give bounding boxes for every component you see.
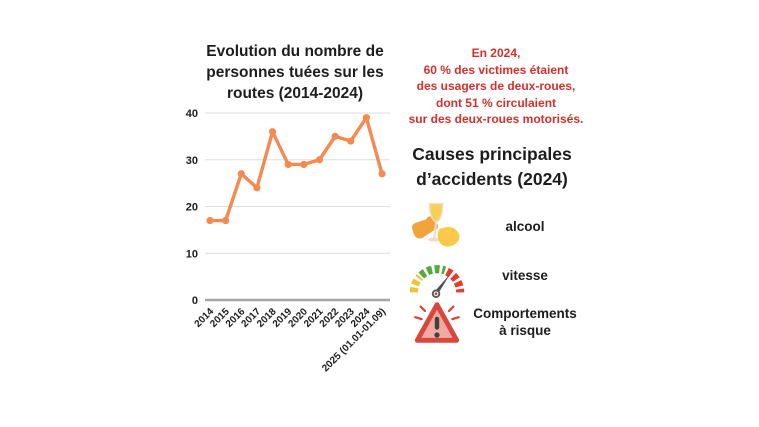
- svg-text:20: 20: [186, 202, 198, 214]
- stats-line: des usagers de deux-roues,: [416, 79, 576, 93]
- svg-text:10: 10: [186, 248, 198, 260]
- cause-row-alcool: alcool: [406, 199, 582, 253]
- stats-line: sur des deux-roues motorisés.: [408, 112, 584, 126]
- warning-triangle-icon: [406, 296, 468, 348]
- line-chart: 0102030402014201520162017201820192020202…: [186, 108, 390, 374]
- stats-line: En 2024,: [471, 46, 521, 60]
- causes-heading: Causes principales d’accidents (2024): [412, 144, 572, 189]
- stats-line: dont 51 % circulaient: [435, 95, 557, 110]
- cause-row-comportements: Comportements à risque: [406, 294, 582, 350]
- cause-label-comportements: Comportements à risque: [473, 306, 577, 338]
- svg-text:40: 40: [186, 108, 198, 120]
- cause-label-alcool: alcool: [505, 218, 545, 234]
- stats-2024-text: En 2024, 60 % des victimes étaient des u…: [388, 45, 604, 128]
- cause-row-vitesse: vitesse: [406, 249, 582, 301]
- chart-title: Evolution du nombre de personnes tuées s…: [206, 43, 384, 102]
- clinking-glass-icon: [406, 201, 468, 251]
- cause-label-vitesse: vitesse: [502, 267, 548, 283]
- speedometer-icon: [406, 249, 468, 301]
- svg-text:30: 30: [186, 155, 198, 167]
- stats-line: 60 % des victimes étaient: [423, 62, 569, 77]
- svg-text:0: 0: [192, 295, 198, 307]
